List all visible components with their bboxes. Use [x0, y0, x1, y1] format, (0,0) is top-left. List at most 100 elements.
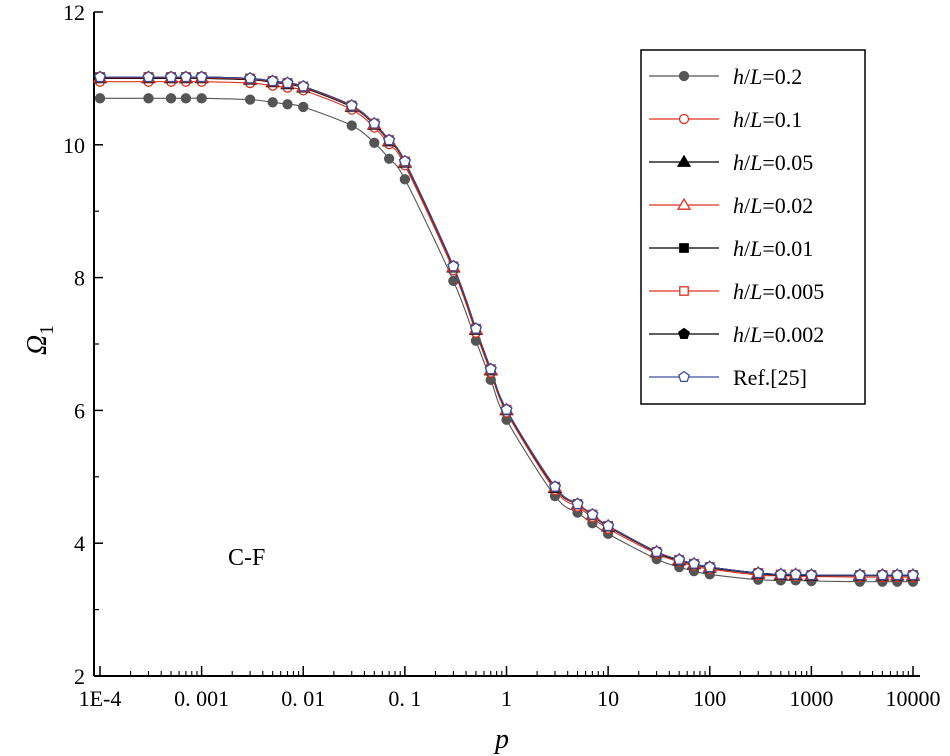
- data-point: [853, 568, 866, 581]
- y-tick-label: 8: [74, 266, 85, 291]
- data-point: [368, 117, 381, 129]
- legend-label-value: =0.1: [762, 107, 802, 132]
- data-point: [94, 70, 106, 83]
- data-point: [650, 545, 663, 557]
- legend-label-value: =0.05: [762, 150, 813, 175]
- data-point: [673, 553, 686, 565]
- data-point: [297, 80, 310, 92]
- data-point: [244, 72, 257, 84]
- data-point: [752, 566, 765, 579]
- x-axis-title: p: [493, 724, 509, 755]
- data-point: [500, 403, 513, 415]
- legend-label-value: =0.002: [762, 322, 824, 347]
- data-point: [267, 97, 278, 108]
- data-point: [703, 560, 716, 573]
- legend-label: h/L=0.05: [733, 150, 813, 175]
- x-tick-label: 10000: [886, 686, 941, 711]
- y-axis-title-subscript: 1: [36, 325, 58, 335]
- x-tick-label: 1E-4: [79, 686, 122, 711]
- legend-label-l: L: [749, 64, 762, 89]
- legend-label: h/L=0.2: [733, 64, 802, 89]
- legend-label-h: h: [733, 64, 744, 89]
- y-tick-label: 4: [74, 531, 85, 556]
- legend-label-value: =0.02: [762, 193, 813, 218]
- legend-label-slash: /: [744, 64, 751, 89]
- legend-label-l: L: [749, 279, 762, 304]
- legend-marker: [678, 113, 690, 125]
- y-tick-label: 2: [74, 664, 85, 689]
- legend-label: Ref.[25]: [733, 365, 807, 390]
- data-point: [165, 93, 177, 104]
- svg-text:Ω1: Ω1: [22, 325, 58, 355]
- legend-label-h: h: [733, 150, 744, 175]
- data-point: [179, 70, 192, 83]
- legend-label-slash: /: [744, 236, 751, 261]
- y-tick-label: 6: [74, 398, 85, 423]
- legend-label-slash: /: [744, 322, 751, 347]
- legend-label-l: L: [749, 193, 762, 218]
- data-point: [282, 99, 293, 110]
- legend-marker: [679, 286, 689, 296]
- legend-marker: [676, 197, 692, 210]
- y-tick-label: 10: [63, 133, 85, 158]
- legend-marker: [678, 327, 690, 340]
- legend-label-l: L: [749, 107, 762, 132]
- legend-label-value: =0.01: [762, 236, 813, 261]
- legend-marker: [678, 370, 690, 383]
- y-axis-title-main: Ω: [22, 335, 53, 355]
- legend-label-slash: /: [744, 150, 751, 175]
- legend-box: [640, 49, 866, 405]
- x-tick-label: 0. 001: [174, 686, 229, 711]
- legend-marker: [676, 154, 692, 167]
- data-point: [196, 93, 207, 104]
- legend: h/L=0.2h/L=0.1h/L=0.05h/L=0.02h/L=0.01h/…: [640, 49, 866, 405]
- data-point: [165, 70, 178, 83]
- data-point: [602, 519, 615, 532]
- data-point: [345, 99, 358, 111]
- legend-label-l: L: [749, 150, 762, 175]
- data-point: [484, 362, 497, 375]
- legend-label-h: h: [733, 279, 744, 304]
- legend-label-l: L: [749, 236, 762, 261]
- data-point: [447, 259, 460, 272]
- legend-label-value: =0.2: [762, 64, 802, 89]
- x-tick-label: 10: [597, 686, 619, 711]
- legend-label: h/L=0.01: [733, 236, 813, 261]
- data-point: [195, 70, 208, 83]
- data-point: [774, 568, 787, 580]
- x-tick-label: 100: [693, 686, 726, 711]
- data-point: [346, 120, 357, 131]
- data-point: [142, 70, 155, 83]
- data-point: [143, 93, 154, 104]
- legend-marker: [678, 70, 690, 82]
- data-point: [448, 275, 459, 287]
- data-point: [369, 137, 380, 148]
- legend-label: h/L=0.02: [733, 193, 813, 218]
- axes: 2 4 6 8 10 12 1E-4 0. 001 0. 01 0. 1 1 10 100 1000 100…: [63, 0, 941, 711]
- data-point: [549, 480, 561, 492]
- data-point: [805, 568, 818, 581]
- data-point: [876, 568, 889, 581]
- legend-label: h/L=0.002: [733, 322, 824, 347]
- y-tick-label: 12: [63, 0, 85, 25]
- data-point: [688, 557, 700, 569]
- data-point: [266, 74, 279, 87]
- x-tick-label: 1000: [789, 686, 833, 711]
- data-point: [298, 101, 309, 113]
- legend-label-h: h: [733, 193, 744, 218]
- x-tick-label: 1: [501, 686, 512, 711]
- data-point: [94, 93, 106, 104]
- legend-marker: [679, 243, 689, 253]
- legend-label-slash: /: [744, 107, 751, 132]
- data-point: [907, 568, 919, 581]
- x-tick-label: 0. 01: [281, 686, 325, 711]
- data-point: [586, 508, 599, 520]
- data-point: [891, 568, 904, 581]
- legend-label-slash: /: [744, 193, 751, 218]
- data-point: [571, 497, 584, 510]
- series-markers-7: [94, 70, 919, 581]
- annotation-text: C-F: [228, 545, 265, 571]
- data-point: [281, 76, 294, 89]
- legend-label-value: =0.005: [762, 279, 824, 304]
